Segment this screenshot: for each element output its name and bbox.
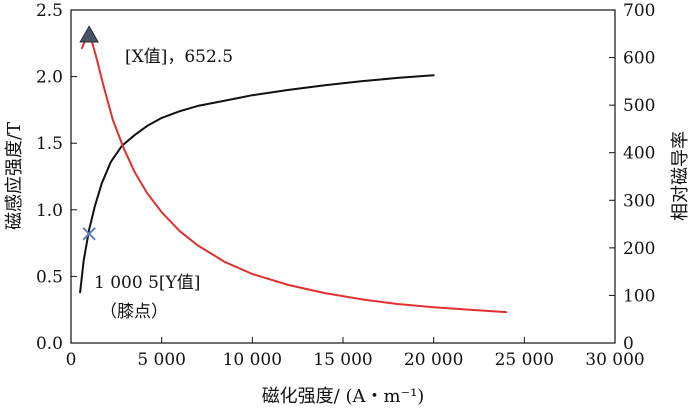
right-y-tick-label: 0 [623, 334, 634, 354]
x-tick-label: 15 000 [313, 350, 372, 370]
left-y-axis-title: 磁感应强度/T [4, 122, 25, 230]
left-y-axis-ticks: 0.0 0.5 1.0 1.5 2.0 2.5 [36, 1, 77, 354]
marker-layer [79, 25, 99, 241]
left-y-tick-label: 0.0 [36, 334, 63, 354]
x-tick-label: 30 000 [585, 350, 644, 370]
knee-point-annotation-line1: 1 000 5[Y值] [94, 273, 200, 293]
x-tick-label: 20 000 [404, 350, 463, 370]
right-y-tick-label: 100 [623, 286, 655, 306]
knee-point-annotation-line2: （膝点） [100, 302, 168, 322]
x-tick-label: 25 000 [495, 350, 554, 370]
right-y-tick-label: 400 [623, 144, 655, 164]
max-point-annotation: [X值]，652.5 [125, 47, 233, 67]
right-y-axis-title: 相对磁导率 [670, 131, 691, 221]
right-y-tick-label: 600 [623, 49, 655, 69]
left-y-tick-label: 2.5 [36, 1, 63, 21]
left-y-tick-label: 1.5 [36, 134, 63, 154]
cross-stroke [82, 227, 96, 241]
max-point-triangle-marker [79, 25, 99, 43]
right-y-tick-label: 300 [623, 191, 655, 211]
right-y-tick-label: 200 [623, 239, 655, 259]
right-y-tick-label: 500 [623, 96, 655, 116]
right-y-tick-label: 700 [623, 1, 655, 21]
left-y-tick-label: 2.0 [36, 68, 63, 88]
x-tick-label: 5 000 [137, 350, 186, 370]
x-axis-ticks: 0 5 000 10 000 15 000 20 000 25 000 30 000 [66, 337, 645, 370]
left-y-tick-label: 1.0 [36, 201, 63, 221]
series-line-bh [79, 74, 435, 294]
x-tick-label: 10 000 [223, 350, 282, 370]
right-y-axis-ticks: 0 100 200 300 400 500 600 700 [609, 1, 655, 354]
x-tick-label: 0 [66, 350, 77, 370]
series-layer [79, 30, 508, 314]
x-axis-title: 磁化强度/ (A・m⁻¹) [262, 386, 425, 407]
series-line-permeability [80, 30, 508, 314]
left-y-tick-label: 0.5 [36, 267, 63, 287]
knee-point-cross-marker [82, 227, 96, 241]
